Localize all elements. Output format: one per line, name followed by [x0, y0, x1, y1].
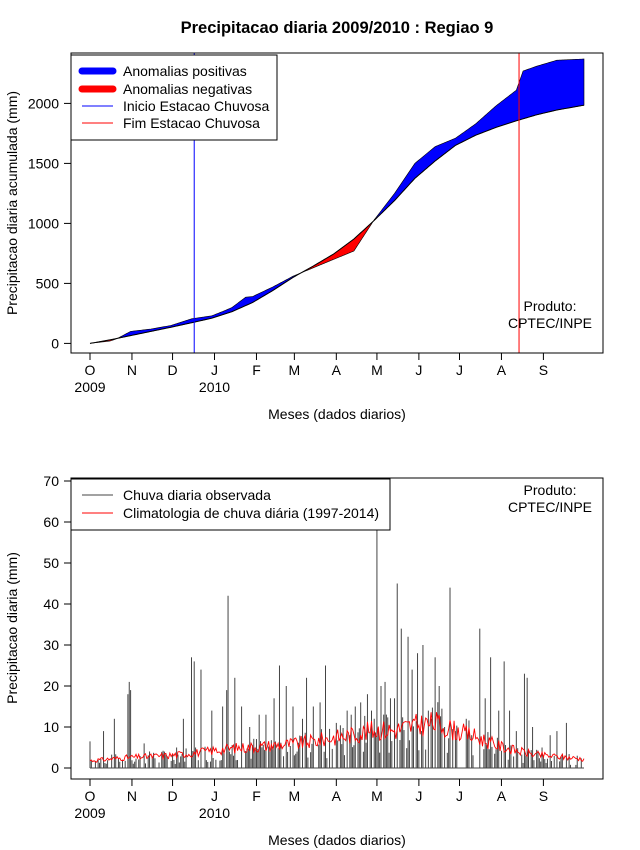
chart1-xtick-label: D — [167, 362, 177, 378]
legend-label-positive: Anomalias positivas — [123, 63, 247, 79]
chart1-year-label: 2009 — [74, 379, 105, 395]
chart2-ytick-label: 40 — [43, 596, 59, 612]
chart2-xtick-label: O — [85, 788, 96, 804]
chart1-xtick-label: A — [497, 362, 507, 378]
chart2-plot-frame — [70, 477, 604, 780]
legend-label-observed: Chuva diaria observada — [123, 487, 271, 503]
chart1-legend: Anomalias positivas Anomalias negativas … — [70, 54, 278, 141]
chart1-year-label: 2010 — [199, 379, 230, 395]
chart2-annotation-line1: Produto: — [524, 482, 577, 498]
chart2-ytick-label: 10 — [43, 719, 59, 735]
chart2-xlabel: Meses (dados diarios) — [268, 832, 406, 848]
chart2-xtick-label: A — [332, 788, 342, 804]
legend-label-end: Fim Estacao Chuvosa — [123, 115, 260, 131]
legend-label-negative: Anomalias negativas — [123, 81, 252, 97]
chart1-climatology-line — [89, 104, 585, 344]
chart2-xtick-label: S — [539, 788, 548, 804]
chart2-xtick-label: A — [497, 788, 507, 804]
chart1-xtick-label: F — [252, 362, 261, 378]
chart2-xtick-label: N — [127, 788, 137, 804]
chart2-year-label: 2009 — [74, 805, 105, 821]
chart2-axes: O N D J F M A M J J A S 2009 2010 0 10 20 30 40 50 60 70 — [43, 473, 604, 821]
chart2-ytick-label: 70 — [43, 473, 59, 489]
positive-anomaly-area — [373, 58, 585, 222]
chart1-title: Precipitacao diaria 2009/2010 : Regiao 9 — [181, 19, 494, 37]
chart1-xtick-label: S — [539, 362, 548, 378]
negative-anomaly-area — [302, 218, 375, 273]
chart2-xtick-label: M — [371, 788, 383, 804]
chart2-ytick-label: 60 — [43, 514, 59, 530]
chart2-climatology-line — [89, 712, 585, 763]
chart2-xtick-label: J — [415, 788, 422, 804]
chart2-ytick-label: 0 — [51, 760, 59, 776]
chart2-xtick-label: M — [289, 788, 301, 804]
chart2-lines — [89, 712, 585, 763]
chart1-xtick-label: J — [211, 362, 218, 378]
chart1-xtick-label: J — [456, 362, 463, 378]
chart2-legend: Chuva diaria observada Climatologia de c… — [70, 478, 391, 531]
chart1-ytick-label: 1000 — [28, 215, 59, 231]
chart1-ytick-label: 0 — [51, 335, 59, 351]
chart2-xtick-label: D — [167, 788, 177, 804]
chart2-xtick-label: F — [252, 788, 261, 804]
chart1-annotation-line1: Produto: — [524, 298, 577, 314]
chart1-ytick-label: 500 — [36, 275, 60, 291]
chart1-annotation-line2: CPTEC/INPE — [508, 315, 592, 331]
chart2-ytick-label: 30 — [43, 637, 59, 653]
chart1-xlabel: Meses (dados diarios) — [268, 406, 406, 422]
chart1-xtick-label: N — [127, 362, 137, 378]
chart1-ytick-label: 1500 — [28, 155, 59, 171]
chart1-xtick-label: M — [371, 362, 383, 378]
chart1-xtick-label: O — [85, 362, 96, 378]
chart2-legend-box — [70, 478, 391, 531]
chart2-ylabel: Precipitacao diaria (mm) — [4, 552, 20, 704]
chart1-axes: O N D J F M A M J J A S 2009 2010 0 500 1000 1500 2000 — [28, 52, 604, 395]
chart1-ytick-label: 2000 — [28, 95, 59, 111]
chart1-plot-frame — [70, 52, 604, 354]
chart2-year-label: 2010 — [199, 805, 230, 821]
chart2-observed-bars — [89, 530, 584, 769]
legend-label-climatology: Climatologia de chuva diária (1997-2014) — [123, 505, 379, 521]
chart1-ylabel: Precipitacao diaria acumulada (mm) — [4, 91, 20, 315]
chart1-xtick-label: J — [415, 362, 422, 378]
positive-anomaly-area — [118, 271, 303, 339]
chart2-xtick-label: J — [211, 788, 218, 804]
chart2-xtick-label: J — [456, 788, 463, 804]
chart2-annotation-line2: CPTEC/INPE — [508, 499, 592, 515]
chart1-xtick-label: A — [332, 362, 342, 378]
chart1-xtick-label: M — [289, 362, 301, 378]
chart2-ytick-label: 20 — [43, 678, 59, 694]
chart2-ytick-label: 50 — [43, 555, 59, 571]
legend-label-onset: Inicio Estacao Chuvosa — [123, 98, 270, 114]
